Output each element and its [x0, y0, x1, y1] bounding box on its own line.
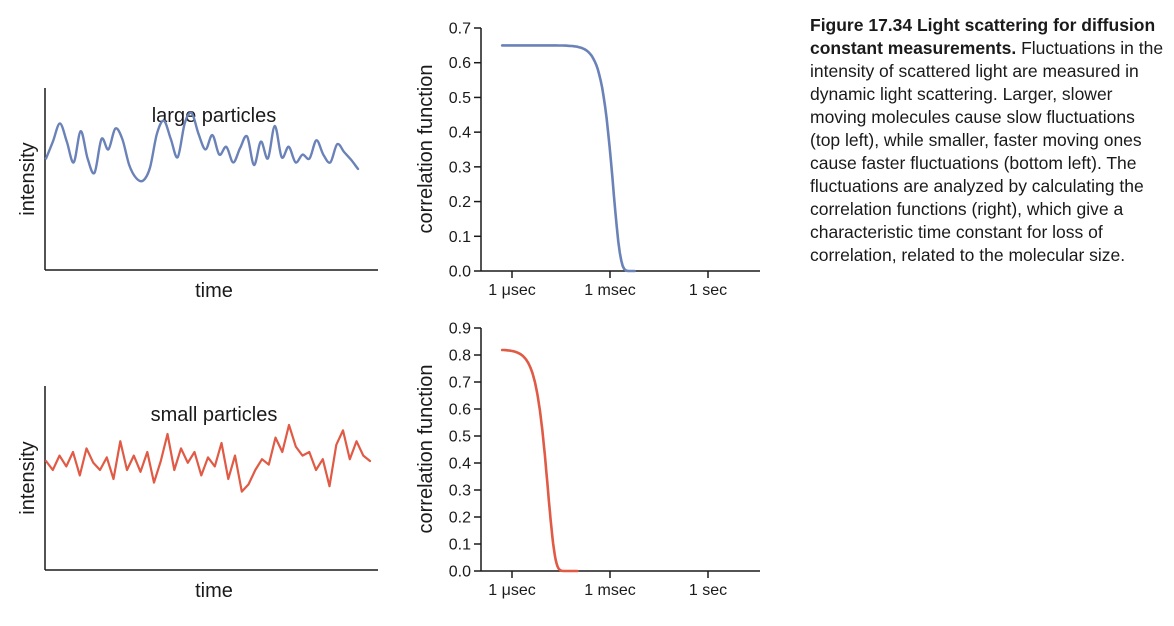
- corr-bottom-y-tick-label: 0.4: [449, 456, 471, 473]
- corr-top-y-tick-label: 0.7: [449, 21, 471, 38]
- small-intensity-y-label: intensity: [17, 441, 39, 514]
- corr-bottom-x-tick-label: 1 μsec: [488, 582, 535, 599]
- caption-body: Fluctuations in the intensity of scatter…: [810, 38, 1164, 265]
- large-intensity-title: large particles: [152, 105, 277, 127]
- large-intensity-x-label: time: [195, 280, 233, 302]
- corr-top-y-tick-label: 0.6: [449, 55, 471, 72]
- corr-bottom-y-tick-label: 0.6: [449, 402, 471, 419]
- corr-bottom-y-tick-label: 0.2: [449, 510, 471, 527]
- figure-caption: Figure 17.34 Light scattering for diffus…: [810, 14, 1166, 267]
- corr-bottom-x-tick-label: 1 msec: [584, 582, 636, 599]
- corr-bottom-y-tick-label: 0.0: [449, 564, 471, 581]
- large-intensity-y-label: intensity: [17, 142, 39, 215]
- small-correlation-y-ticks: 0.0 0.1 0.2 0.3 0.4 0.5 0.6 0.7 0.8 0.9: [449, 321, 481, 581]
- large-intensity-trace: [44, 111, 360, 183]
- large-correlation-y-ticks: 0.0 0.1 0.2 0.3 0.4 0.5 0.6 0.7: [449, 21, 481, 281]
- corr-top-y-tick-label: 0.0: [449, 264, 471, 281]
- corr-top-x-tick-label: 1 sec: [689, 282, 727, 299]
- small-correlation-y-label: correlation function: [415, 365, 437, 534]
- small-intensity-title: small particles: [151, 404, 278, 426]
- corr-top-x-tick-label: 1 msec: [584, 282, 636, 299]
- large-correlation-panel: correlation function 0.00.10.20.30.40.50…: [415, 21, 760, 299]
- corr-top-x-tick-label: 1 μsec: [488, 282, 535, 299]
- corr-bottom-y-tick-label: 0.3: [449, 483, 471, 500]
- small-intensity-trace: [44, 423, 372, 493]
- small-correlation-curve: [500, 348, 579, 573]
- small-intensity-x-label: time: [195, 580, 233, 602]
- corr-bottom-y-tick-label: 0.7: [449, 375, 471, 392]
- corr-top-y-tick-label: 0.5: [449, 90, 471, 107]
- corr-bottom-y-tick-label: 0.8: [449, 348, 471, 365]
- large-correlation-curve: [500, 44, 636, 273]
- small-intensity-panel: small particles time intensity: [17, 386, 378, 602]
- caption-title: Figure 17.34 Light scattering for diffus…: [810, 15, 1156, 58]
- corr-bottom-y-tick-label: 0.9: [449, 321, 471, 338]
- corr-bottom-y-tick-label: 0.5: [449, 429, 471, 446]
- corr-top-y-tick-label: 0.1: [449, 229, 471, 246]
- corr-bottom-y-tick-label: 0.1: [449, 537, 471, 554]
- small-correlation-x-ticks: 1 μsec 1 msec 1 sec: [488, 571, 727, 599]
- figure: large particles time intensity small par…: [17, 21, 760, 602]
- small-correlation-panel: correlation function 0.00.10.20.30.40.50…: [415, 321, 760, 599]
- corr-top-y-tick-label: 0.3: [449, 159, 471, 176]
- large-intensity-panel: large particles time intensity: [17, 88, 378, 302]
- corr-bottom-x-tick-label: 1 sec: [689, 582, 727, 599]
- large-correlation-y-label: correlation function: [415, 65, 437, 234]
- corr-top-y-tick-label: 0.4: [449, 125, 471, 142]
- corr-top-y-tick-label: 0.2: [449, 194, 471, 211]
- large-correlation-x-ticks: 1 μsec 1 msec 1 sec: [488, 271, 727, 299]
